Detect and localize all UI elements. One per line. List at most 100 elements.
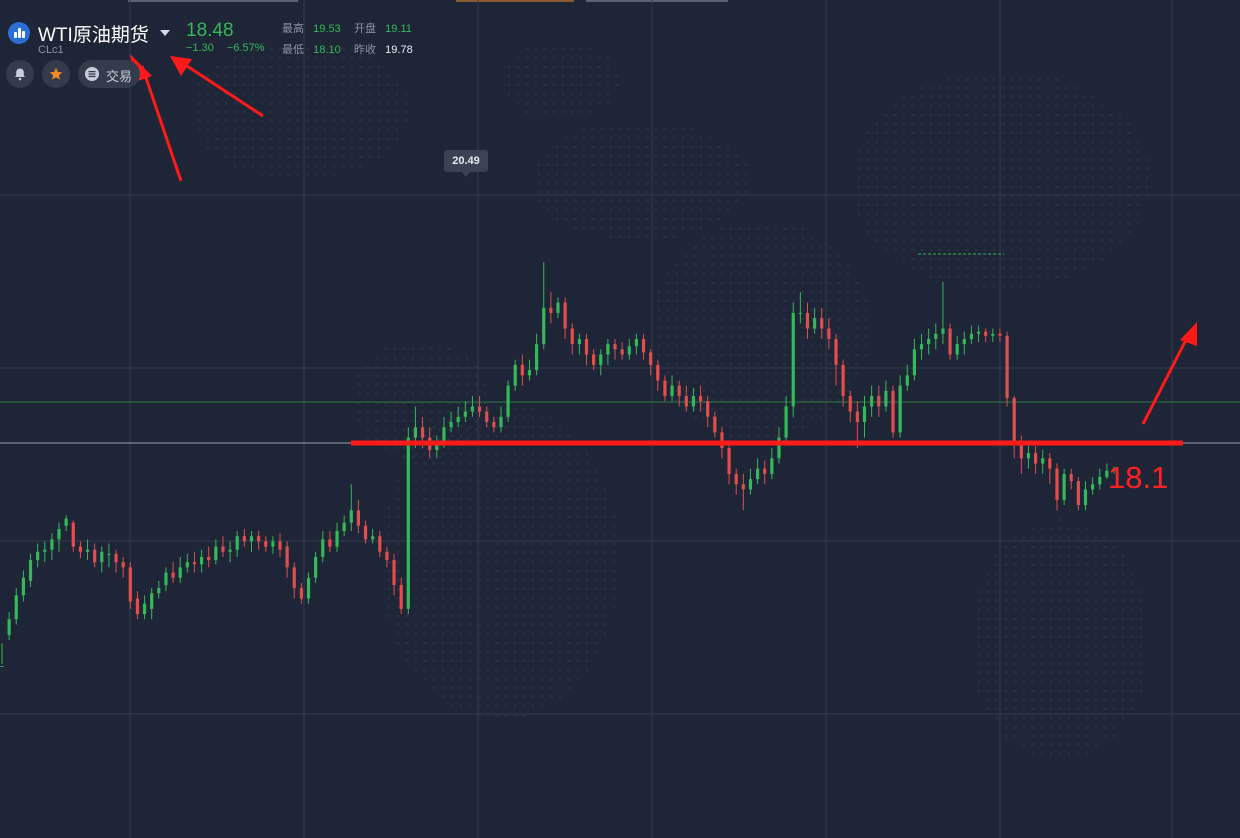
candle	[214, 539, 218, 565]
candle	[1033, 445, 1038, 474]
candle	[592, 349, 596, 371]
candle	[962, 331, 966, 355]
candle	[85, 539, 90, 561]
last-price: 18.48	[186, 20, 234, 41]
candle	[763, 460, 767, 485]
candle	[677, 380, 681, 407]
trade-label: 交易	[106, 69, 133, 84]
candle	[71, 520, 75, 552]
candle	[606, 338, 610, 365]
prev-close-label: 昨收	[354, 44, 376, 56]
candle	[292, 562, 296, 599]
candle	[57, 522, 61, 552]
candle	[499, 406, 503, 433]
candle	[21, 570, 25, 602]
candle	[335, 522, 339, 552]
candle	[349, 484, 353, 532]
candle	[392, 553, 396, 596]
prev-close-value: 19.78	[385, 44, 413, 56]
candle	[1055, 463, 1059, 511]
candle	[684, 385, 688, 412]
annotation-arrow-3	[1141, 322, 1197, 425]
trade-button[interactable]: 交易	[78, 60, 140, 88]
candle	[178, 556, 182, 583]
candle	[1012, 396, 1016, 459]
candle	[100, 546, 104, 573]
change-value: −1.30	[186, 42, 214, 54]
candle	[50, 533, 54, 561]
candle	[991, 328, 995, 343]
candle	[314, 551, 318, 583]
candle	[1069, 468, 1073, 490]
candle	[862, 396, 867, 438]
candle	[520, 354, 524, 386]
candle	[385, 546, 389, 568]
instrument-title[interactable]: WTI原油期货	[38, 25, 149, 46]
candle	[1112, 466, 1116, 474]
candle	[1026, 445, 1031, 469]
world-map-background	[197, 47, 1149, 756]
candle	[870, 385, 874, 417]
candle	[934, 323, 938, 350]
candle	[107, 543, 111, 568]
candle	[927, 328, 931, 355]
candle	[371, 528, 375, 544]
open-value: 19.11	[385, 23, 412, 35]
candle	[171, 562, 175, 583]
candle	[770, 447, 774, 480]
candle	[620, 342, 624, 360]
candle	[43, 541, 47, 563]
candle	[1076, 477, 1080, 511]
candle	[841, 359, 845, 407]
candle	[877, 385, 881, 417]
candle	[221, 536, 225, 557]
candle	[834, 333, 838, 386]
candle	[114, 549, 118, 573]
candle	[513, 359, 517, 391]
candle	[1005, 331, 1009, 407]
candle	[321, 531, 325, 563]
candle	[784, 396, 788, 443]
candle	[492, 416, 496, 433]
candle	[613, 338, 617, 360]
candle	[1048, 453, 1052, 485]
favorite-button[interactable]	[42, 60, 70, 88]
instrument-symbol: CLc1	[38, 44, 64, 56]
candle	[1105, 463, 1109, 480]
candle	[470, 396, 475, 417]
candle	[641, 333, 646, 360]
candle	[477, 396, 482, 417]
candle	[135, 591, 140, 620]
candle	[656, 359, 660, 391]
candle	[128, 562, 132, 609]
candle	[976, 325, 981, 343]
candle	[164, 567, 168, 592]
candle	[306, 572, 311, 604]
candle	[271, 536, 275, 554]
candle	[228, 541, 232, 563]
candle	[813, 307, 817, 334]
candle	[805, 302, 810, 339]
candle	[121, 556, 125, 578]
candle	[356, 499, 361, 534]
alert-button[interactable]	[6, 60, 34, 88]
candle	[941, 281, 945, 345]
candle	[748, 468, 753, 495]
candle	[192, 551, 197, 573]
candle	[506, 380, 510, 422]
candle	[342, 515, 346, 537]
chevron-down-icon[interactable]	[160, 30, 170, 36]
change-percent: −6.57%	[226, 42, 265, 54]
candle	[207, 546, 211, 568]
candle	[435, 435, 439, 459]
candle	[827, 318, 831, 350]
candle	[670, 375, 674, 402]
candle	[150, 588, 154, 620]
star-icon	[49, 67, 63, 80]
candle	[919, 333, 924, 360]
candle	[542, 262, 546, 350]
candle	[399, 577, 403, 615]
candle	[527, 359, 532, 381]
